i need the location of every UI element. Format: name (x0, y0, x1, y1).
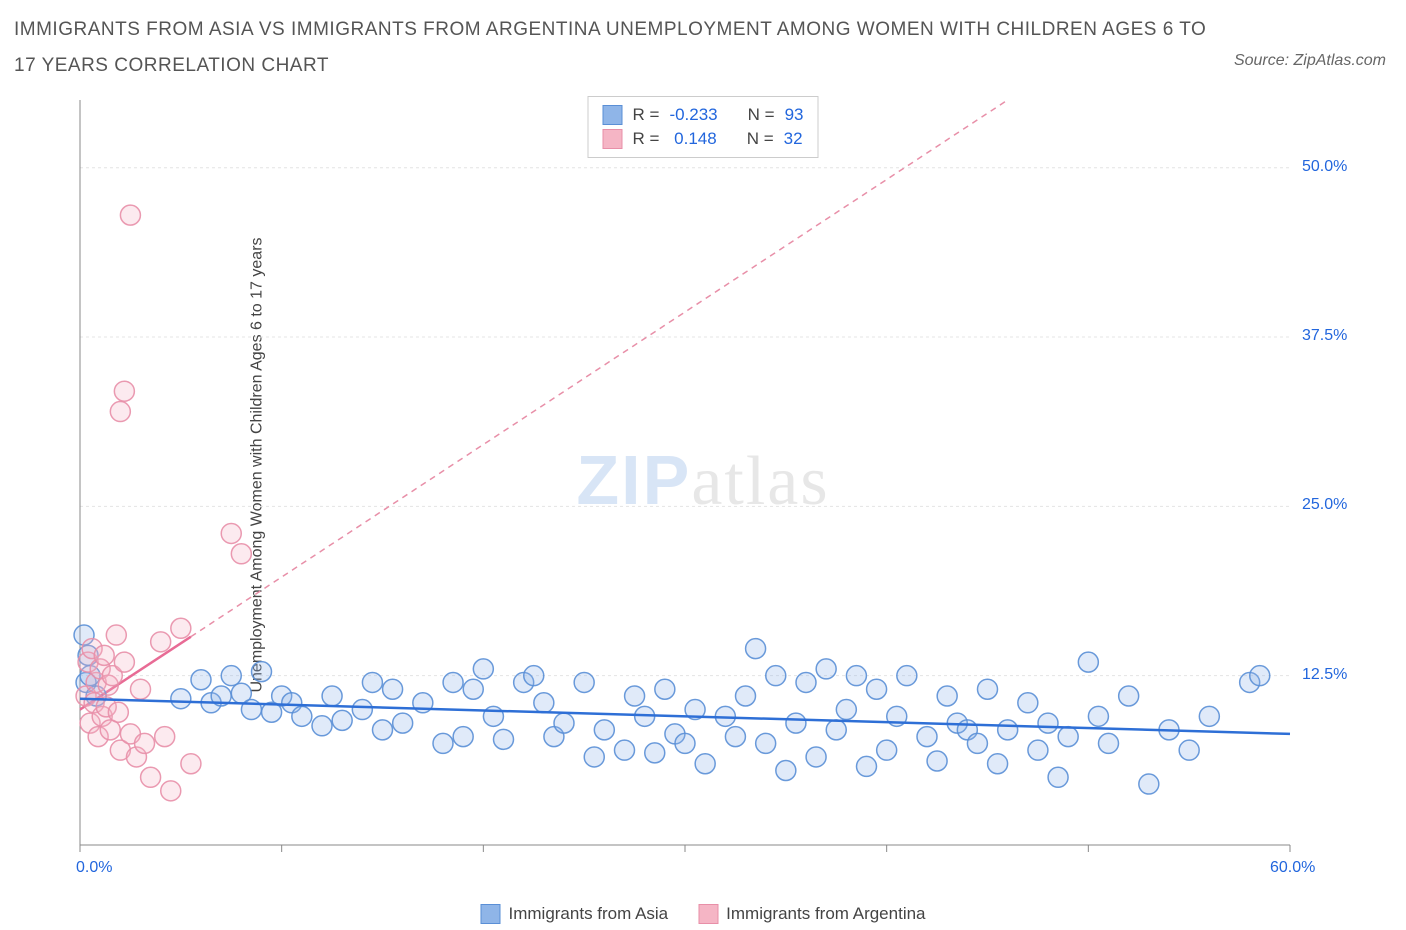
y-tick-label: 25.0% (1302, 496, 1347, 514)
scatter-plot-svg (70, 95, 1360, 885)
stat-r-label: R = (633, 105, 660, 125)
stat-r-asia: -0.233 (669, 105, 717, 125)
y-tick-label: 12.5% (1302, 666, 1347, 684)
stat-n-argentina: 32 (784, 129, 803, 149)
x-tick-label: 0.0% (76, 859, 112, 877)
stat-n-label: N = (747, 129, 774, 149)
legend-row-argentina: R = 0.148 N = 32 (603, 127, 804, 151)
stat-r-argentina: 0.148 (669, 129, 716, 149)
y-tick-label: 37.5% (1302, 327, 1347, 345)
legend-swatch-argentina (698, 904, 718, 924)
legend-swatch-argentina (603, 129, 623, 149)
chart-title: IMMIGRANTS FROM ASIA VS IMMIGRANTS FROM … (14, 12, 1226, 84)
chart-plot-area (70, 95, 1360, 885)
stat-n-label: N = (748, 105, 775, 125)
series-legend: Immigrants from Asia Immigrants from Arg… (480, 904, 925, 924)
legend-swatch-asia (603, 105, 623, 125)
legend-item-asia: Immigrants from Asia (480, 904, 668, 924)
source-attribution: Source: ZipAtlas.com (1234, 52, 1386, 70)
legend-label-asia: Immigrants from Asia (508, 904, 668, 924)
x-tick-label: 60.0% (1270, 859, 1315, 877)
legend-swatch-asia (480, 904, 500, 924)
stat-r-label: R = (633, 129, 660, 149)
correlation-stats-legend: R = -0.233 N = 93 R = 0.148 N = 32 (588, 96, 819, 158)
stat-n-asia: 93 (785, 105, 804, 125)
legend-label-argentina: Immigrants from Argentina (726, 904, 925, 924)
y-tick-label: 50.0% (1302, 158, 1347, 176)
legend-item-argentina: Immigrants from Argentina (698, 904, 925, 924)
legend-row-asia: R = -0.233 N = 93 (603, 103, 804, 127)
